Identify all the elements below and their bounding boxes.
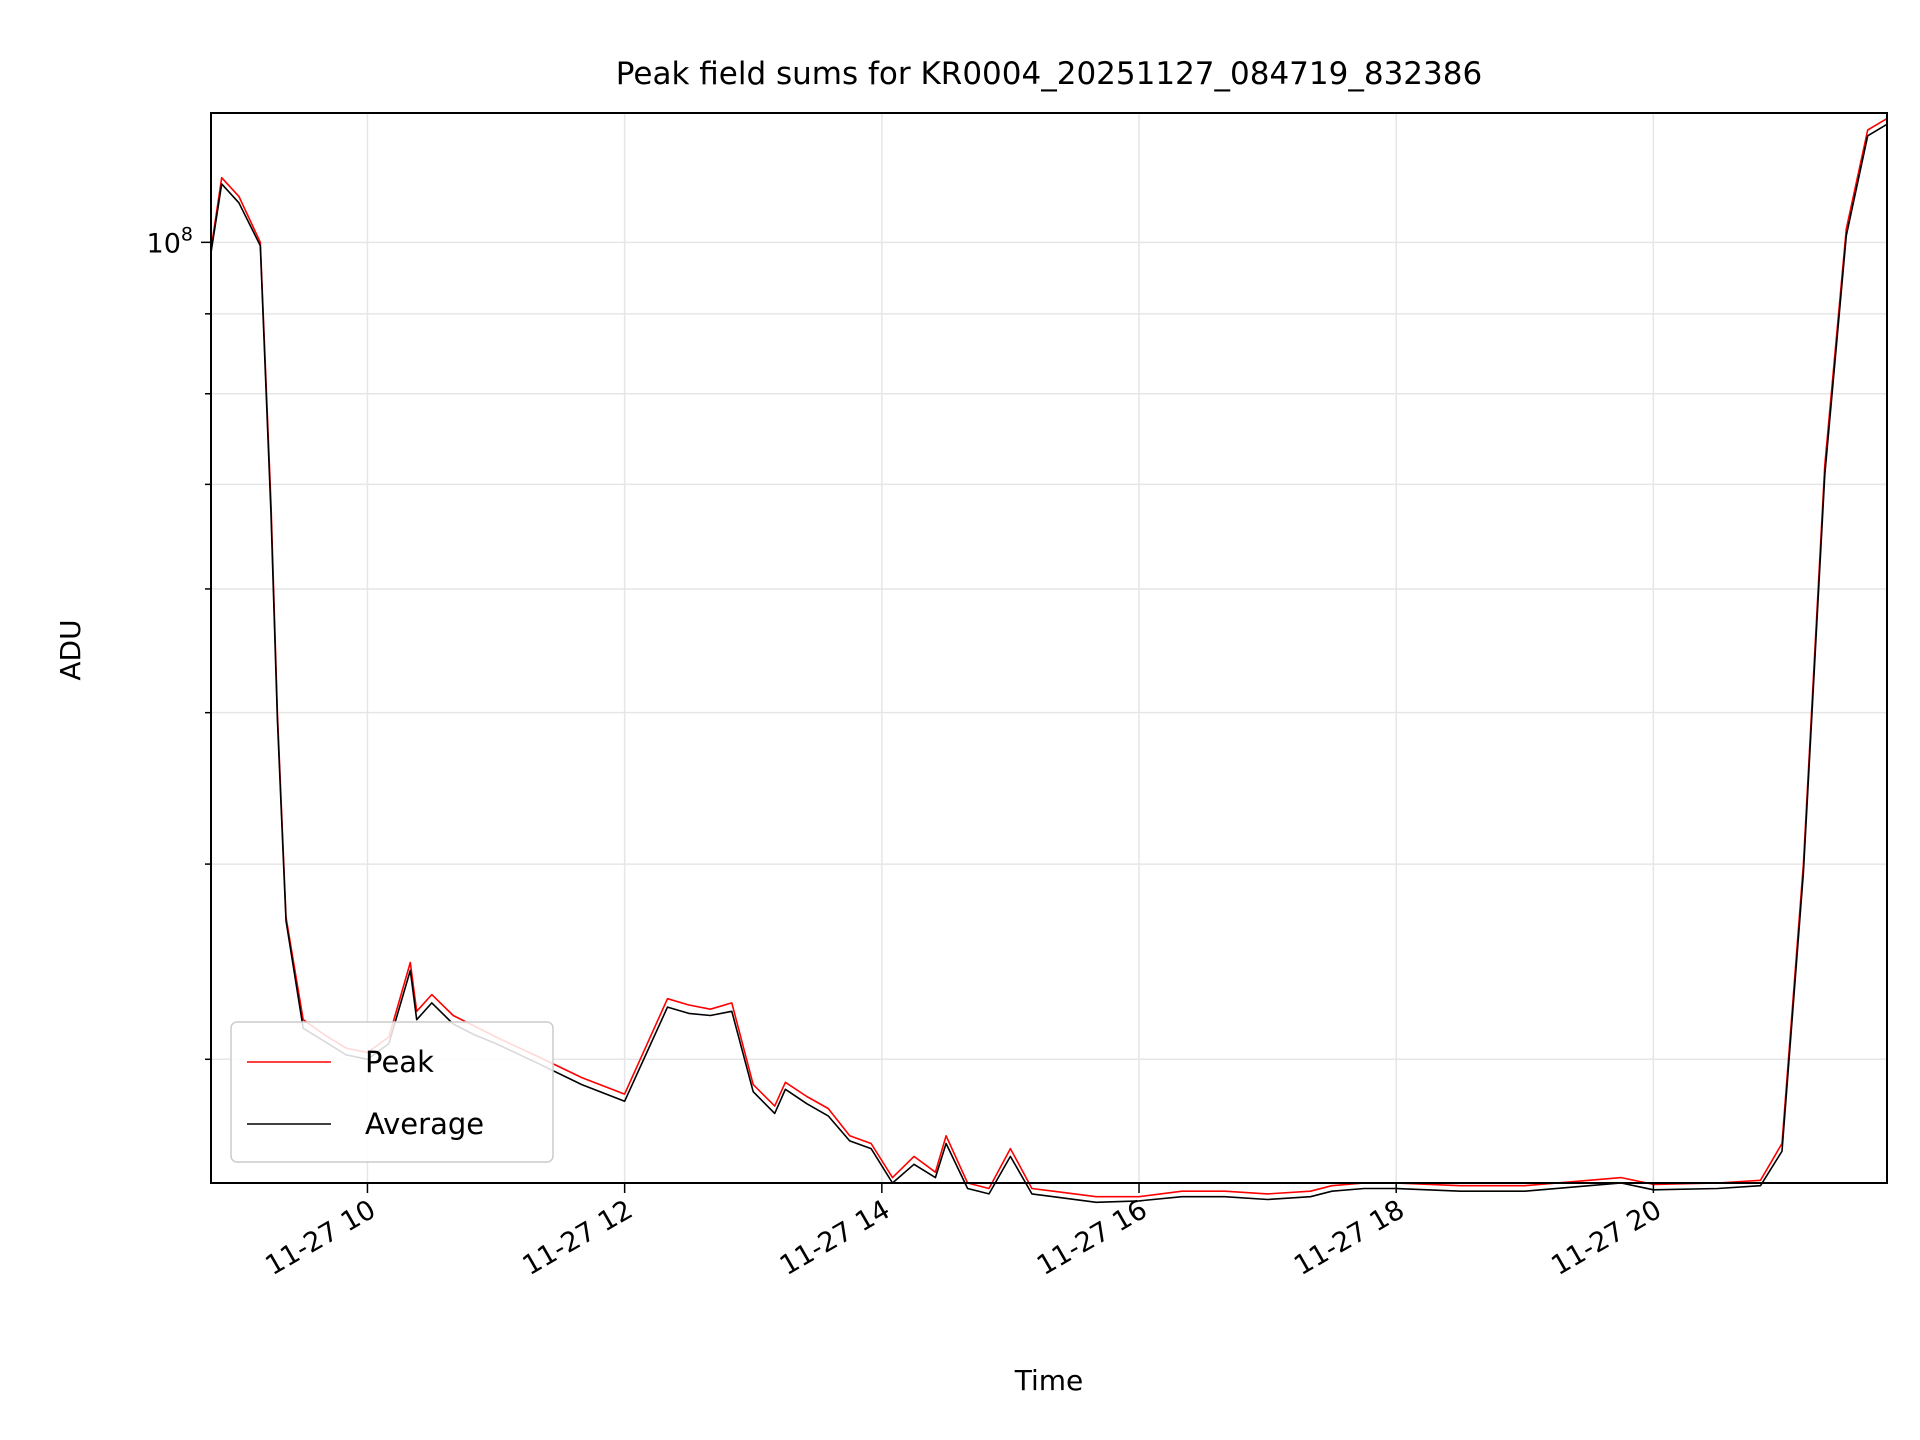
y-tick-label: 108 — [147, 223, 193, 259]
y-axis-label: ADU — [54, 619, 87, 680]
grid — [211, 113, 1887, 1183]
legend-average-label: Average — [365, 1107, 484, 1141]
y-axis: 108 — [147, 223, 211, 1061]
chart-title: Peak field sums for KR0004_20251127_0847… — [616, 56, 1482, 92]
legend-box — [230, 1021, 554, 1163]
plot-frame — [210, 112, 1888, 1184]
legend-peak-label: Peak — [365, 1045, 434, 1079]
x-axis-label: Time — [1014, 1364, 1084, 1397]
legend: Peak Average — [230, 1021, 554, 1163]
